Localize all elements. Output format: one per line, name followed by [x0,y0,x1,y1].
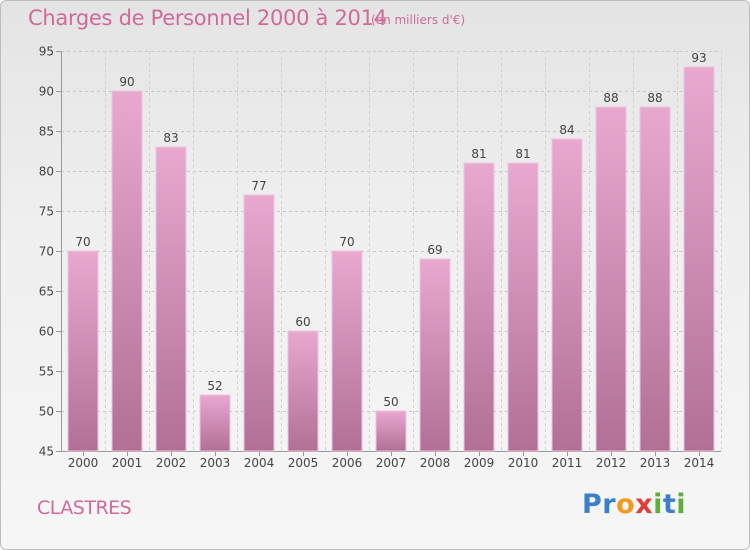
x-tick-label: 2003 [200,456,231,470]
value-labels: 70 90 83 52 77 60 70 50 69 81 81 84 88 88 93 [75,51,706,409]
bar-2012 [595,106,627,452]
x-tick-label: 2008 [420,456,451,470]
bar-2010 [507,162,539,452]
value-label: 70 [75,235,90,249]
x-tick-label: 2001 [112,456,143,470]
y-tick-label: 75 [39,205,54,219]
chart-subtitle: (en milliers d'€) [371,13,466,27]
x-tick-label: 2009 [464,456,495,470]
x-tick-label: 2005 [288,456,319,470]
y-tick-label: 65 [39,285,54,299]
logo-letter: P [582,489,603,520]
x-tick-label: 2012 [596,456,627,470]
x-tick-label: 2010 [508,456,539,470]
value-label: 50 [383,395,398,409]
value-label: 84 [559,123,574,137]
bar-2013 [639,106,671,452]
bar-2009 [463,162,495,452]
logo-letter: i [653,489,663,520]
logo-letter: o [616,489,636,520]
bar-2001 [111,90,143,452]
bar-2008 [419,258,451,452]
y-tick-label: 60 [39,325,54,339]
bar-2007 [375,410,407,452]
bar-2005 [287,330,319,452]
axes: 45 50 55 60 65 70 75 80 85 90 95 2000 2001 2002 2003 20… [39,45,721,470]
logo-letter: r [602,489,617,520]
x-tick-label: 2011 [552,456,583,470]
value-label: 90 [119,75,134,89]
value-label: 69 [427,243,442,257]
x-tick-label: 2000 [68,456,99,470]
value-label: 88 [603,91,618,105]
proxiti-logo: Proxiti [582,489,686,520]
place-name: CLASTRES [37,497,132,519]
value-label: 83 [163,131,178,145]
value-label: 88 [647,91,662,105]
y-tick-label: 50 [39,405,54,419]
bar-2000 [67,250,99,452]
value-label: 81 [515,147,530,161]
y-tick-label: 85 [39,125,54,139]
value-label: 60 [295,315,310,329]
chart-title: Charges de Personnel 2000 à 2014 [28,6,387,30]
bar-2006 [331,250,363,452]
value-label: 81 [471,147,486,161]
x-tick-label: 2004 [244,456,275,470]
x-tick-label: 2014 [684,456,715,470]
y-tick-label: 45 [39,445,54,459]
y-tick-label: 90 [39,85,54,99]
value-label: 77 [251,179,266,193]
bar-2003 [199,394,231,452]
y-tick-label: 55 [39,365,54,379]
logo-letter: i [676,489,687,520]
value-label: 93 [691,51,706,65]
y-tick-label: 95 [39,45,54,59]
bars [67,66,715,452]
value-label: 52 [207,379,222,393]
logo-letter: x [635,489,654,520]
bar-2002 [155,146,187,452]
bar-2011 [551,138,583,452]
x-tick-label: 2013 [640,456,671,470]
bar-2004 [243,194,275,452]
x-tick-label: 2002 [156,456,187,470]
y-tick-label: 80 [39,165,54,179]
x-tick-label: 2006 [332,456,363,470]
logo-letter: t [662,489,677,520]
value-label: 70 [339,235,354,249]
y-tick-label: 70 [39,245,54,259]
x-tick-label: 2007 [376,456,407,470]
bar-2014 [683,66,715,452]
